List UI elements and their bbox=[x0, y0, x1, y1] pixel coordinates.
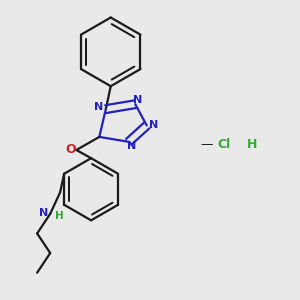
Text: —: — bbox=[200, 138, 213, 151]
Text: N: N bbox=[39, 208, 48, 218]
Text: H: H bbox=[247, 138, 257, 151]
Text: N: N bbox=[133, 95, 142, 105]
Text: N: N bbox=[128, 141, 136, 151]
Text: Cl: Cl bbox=[218, 138, 231, 151]
Text: N: N bbox=[149, 121, 159, 130]
Text: H: H bbox=[55, 212, 64, 221]
Text: O: O bbox=[65, 142, 76, 155]
Text: N: N bbox=[94, 102, 103, 112]
